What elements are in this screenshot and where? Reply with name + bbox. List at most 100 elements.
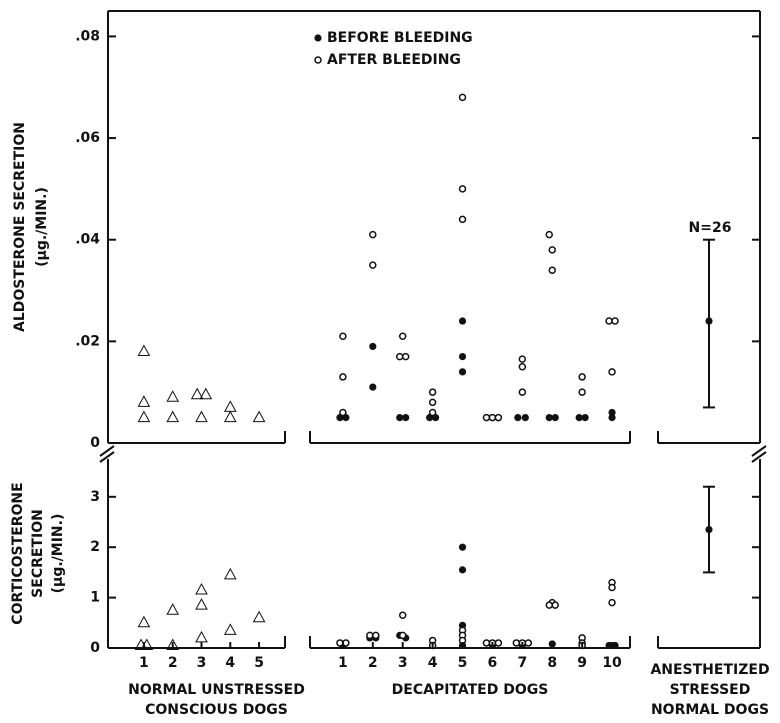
x-tick-label: 1 (139, 655, 149, 671)
triangle-point (166, 603, 180, 615)
before-point (458, 543, 467, 551)
triangle-point (137, 615, 151, 628)
y-tick-label: 0 (90, 640, 100, 656)
after-point (605, 317, 613, 325)
after-point (518, 355, 527, 363)
after-point (482, 413, 491, 422)
mean-point (705, 525, 713, 534)
x-tick-label: 4 (428, 655, 438, 671)
after-point (428, 398, 437, 407)
triangle-point (223, 400, 237, 412)
y-tick-label: 0 (90, 435, 100, 451)
after-point (611, 317, 619, 325)
x-tick-label: 8 (547, 655, 557, 671)
before-point (611, 641, 619, 650)
after-point (551, 601, 559, 609)
triangle-point (223, 567, 237, 580)
after-point (494, 639, 503, 647)
after-point (395, 352, 404, 361)
after-point (401, 352, 410, 361)
after-point (488, 413, 497, 422)
before-point (458, 317, 467, 325)
before-point (369, 342, 377, 351)
triangle-point (195, 410, 208, 423)
after-point (398, 611, 407, 619)
after-point (398, 631, 407, 640)
before-point (369, 383, 377, 391)
after-point (578, 373, 586, 381)
before-point (608, 413, 616, 422)
group-label: NORMAL UNSTRESSED (128, 682, 305, 698)
after-point (545, 230, 554, 239)
after-point (608, 583, 616, 592)
after-point (428, 388, 437, 396)
before-point (545, 413, 553, 422)
before-point (605, 641, 613, 650)
group-label: NORMAL DOGS (651, 702, 769, 718)
y-tick-label: .08 (75, 28, 100, 44)
before-point (402, 413, 410, 422)
after-point (428, 408, 437, 417)
axis-breaks (99, 445, 767, 463)
after-point (548, 266, 556, 274)
legend-marker (314, 56, 322, 64)
triangle-point (252, 410, 266, 423)
x-tick-label: 10 (602, 655, 622, 671)
y-tick-label: .06 (75, 130, 100, 146)
group-label: STRESSED (670, 682, 751, 698)
after-point (458, 215, 467, 224)
after-point (608, 598, 616, 607)
after-point (398, 332, 407, 341)
group-label: CONSCIOUS DOGS (145, 702, 288, 718)
y-axis-label: (μg./MIN.) (50, 514, 66, 594)
mean-point (705, 317, 713, 325)
triangle-point (199, 387, 213, 400)
triangle-point (252, 610, 266, 623)
group-label: ANESTHETIZED (650, 662, 769, 678)
x-tick-label: 1 (338, 655, 348, 671)
after-point (608, 368, 616, 376)
y-axis-label: SECRETION (30, 509, 46, 598)
before-point (396, 413, 404, 422)
triangle-point (166, 390, 180, 402)
x-tick-label: 5 (254, 655, 264, 671)
after-point (339, 408, 347, 417)
after-point (524, 639, 533, 647)
after-point (366, 631, 374, 640)
x-tick-label: 4 (225, 655, 235, 671)
y-tick-label: 2 (90, 539, 100, 555)
x-tick-label: 9 (577, 655, 587, 671)
x-tick-label: 2 (168, 655, 178, 671)
x-tick-label: 6 (488, 655, 498, 671)
y-axis-label: (μg./MIN.) (34, 187, 50, 267)
triangle-point (166, 410, 180, 423)
before-point (608, 408, 616, 417)
triangle-point (223, 410, 237, 423)
group-label: DECAPITATED DOGS (392, 682, 549, 698)
legend-label: AFTER BLEEDING (327, 52, 461, 68)
triangle-point (190, 387, 204, 400)
after-point (518, 363, 527, 371)
triangle-point (195, 598, 208, 610)
after-point (372, 631, 380, 640)
before-point (575, 413, 583, 422)
triangle-point (137, 344, 151, 357)
before-point (581, 413, 589, 422)
after-point (339, 332, 347, 341)
before-point (514, 413, 522, 422)
after-point (369, 261, 377, 269)
y-tick-label: 3 (90, 489, 100, 505)
triangle-point (195, 583, 208, 595)
before-point (551, 413, 559, 422)
y-tick-label: 1 (90, 590, 100, 606)
triangle-point (166, 638, 180, 650)
after-point (578, 388, 586, 396)
after-point (548, 246, 556, 254)
x-tick-label: 5 (458, 655, 468, 671)
before-point (458, 368, 467, 376)
before-point (458, 353, 467, 361)
legend-label: BEFORE BLEEDING (327, 30, 473, 46)
x-tick-label: 2 (368, 655, 378, 671)
after-point (518, 388, 527, 396)
